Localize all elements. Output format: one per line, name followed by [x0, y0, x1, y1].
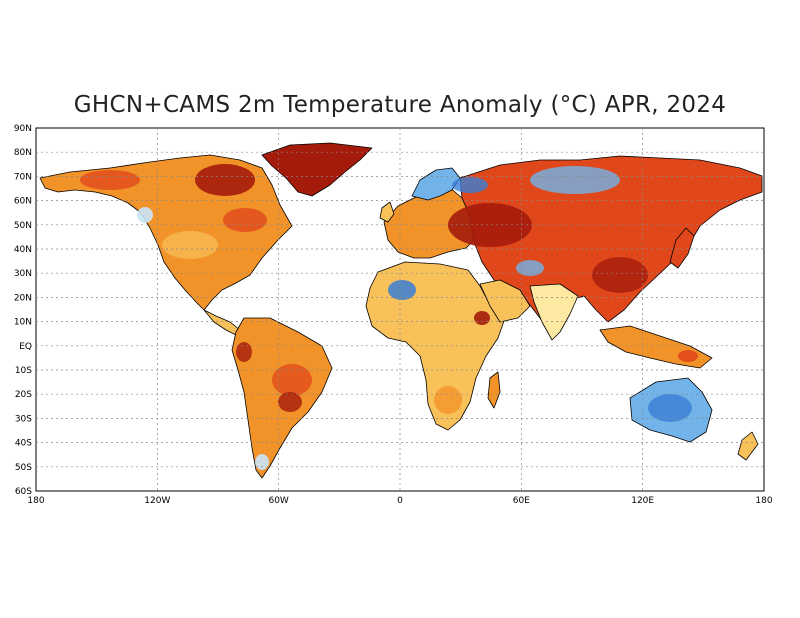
lon-tick-label: 60W: [268, 496, 288, 506]
new-zealand: [737, 431, 759, 461]
lon-tick-label: 180: [755, 496, 772, 506]
lat-tick-label: 30N: [14, 269, 32, 279]
patch-new-guinea-warm: [678, 350, 698, 362]
lat-tick-label: 90N: [14, 124, 32, 134]
patch-great-lakes-warm: [223, 208, 267, 232]
patch-western-us-cool: [137, 207, 153, 223]
lat-tick-label: 50N: [14, 221, 32, 231]
lon-tick-label: 120W: [144, 496, 170, 506]
lat-tick-label: 10N: [14, 318, 32, 328]
lat-tick-label: 50S: [15, 463, 32, 473]
patch-brazil-strong-warm: [278, 392, 302, 412]
lon-tick-label: 0: [397, 496, 403, 506]
greenland: [261, 142, 373, 197]
british-isles: [379, 201, 395, 223]
lon-tick-labels: 180 120W 60W 0 60E 120E 180: [27, 496, 772, 506]
india: [529, 283, 579, 341]
patch-andes-warm: [236, 342, 252, 362]
lat-tick-label: 40N: [14, 245, 32, 255]
africa: [365, 261, 506, 431]
patch-east-africa-warm: [474, 311, 490, 325]
patch-russia-strong-warm: [448, 203, 532, 247]
lon-tick-label: 120E: [631, 496, 654, 506]
japan: [669, 227, 695, 269]
lat-tick-label: 40S: [15, 439, 32, 449]
patch-us-warm: [162, 231, 218, 259]
patch-east-siberia-warm: [662, 176, 718, 204]
patch-canada-warm: [195, 164, 255, 196]
patch-central-asia-cool: [516, 260, 544, 276]
lat-tick-label: 70N: [14, 172, 32, 182]
lat-tick-label: 20N: [14, 293, 32, 303]
lat-tick-label: 10S: [15, 366, 32, 376]
patch-arctic-russia-cool: [452, 177, 488, 193]
patch-nw-canada-warm: [80, 170, 140, 190]
lat-tick-labels: 90N 80N 70N 60N 50N 40N 30N 20N 10N EQ 10S 20S 30S 40…: [14, 124, 32, 497]
patch-australia-cool: [648, 394, 692, 422]
patch-china-warm: [592, 257, 648, 293]
lon-tick-label: 60E: [513, 496, 530, 506]
lat-tick-label: 20S: [15, 390, 32, 400]
lat-tick-label: 30S: [15, 414, 32, 424]
lat-tick-label: 80N: [14, 148, 32, 158]
patch-patagonia-cool: [255, 454, 269, 470]
patch-amazon-warm: [272, 364, 312, 396]
lon-tick-label: 180: [27, 496, 44, 506]
patch-southern-africa-warm: [434, 386, 462, 414]
arabian-peninsula: [479, 279, 531, 323]
map-title: GHCN+CAMS 2m Temperature Anomaly (°C) AP…: [73, 92, 727, 118]
anomaly-patches: [80, 164, 718, 470]
lat-tick-label: EQ: [19, 342, 32, 352]
patch-sahara-cool: [388, 280, 416, 300]
lat-tick-label: 60N: [14, 197, 32, 207]
graticule: [36, 128, 764, 491]
madagascar: [487, 371, 501, 409]
patch-siberia-cool: [530, 166, 620, 194]
lat-tick-label: 60S: [15, 487, 32, 497]
